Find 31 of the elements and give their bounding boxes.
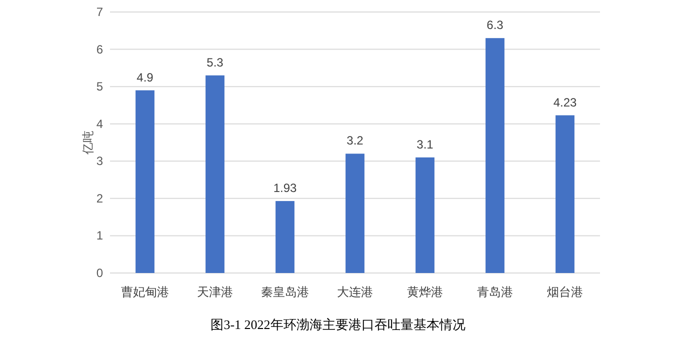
bar bbox=[206, 75, 224, 273]
bar bbox=[276, 201, 294, 273]
bar bbox=[486, 38, 504, 273]
x-tick-label: 曹妃甸港 bbox=[121, 285, 169, 299]
data-label: 1.93 bbox=[273, 181, 297, 196]
y-tick-label: 4 bbox=[96, 116, 104, 131]
y-tick-label: 7 bbox=[96, 5, 104, 19]
y-tick-label: 3 bbox=[96, 154, 104, 168]
y-tick-label: 1 bbox=[96, 228, 104, 243]
data-label: 4.9 bbox=[136, 70, 154, 84]
y-tick-label: 6 bbox=[96, 42, 104, 56]
y-tick-label: 2 bbox=[96, 191, 104, 206]
bar bbox=[346, 154, 364, 273]
data-label: 4.23 bbox=[553, 95, 577, 110]
y-tick-label: 0 bbox=[96, 266, 104, 280]
bar bbox=[136, 90, 154, 273]
data-label: 3.1 bbox=[416, 137, 434, 152]
bar bbox=[556, 115, 574, 273]
bar bbox=[416, 157, 434, 273]
data-label: 6.3 bbox=[486, 18, 504, 32]
x-tick-label: 天津港 bbox=[197, 285, 233, 299]
data-label: 3.2 bbox=[346, 134, 364, 148]
y-axis-title: 亿吨 bbox=[81, 130, 95, 156]
data-label: 5.3 bbox=[206, 55, 224, 70]
x-tick-label: 烟台港 bbox=[547, 285, 583, 299]
x-tick-label: 黄烨港 bbox=[407, 285, 443, 299]
x-tick-label: 大连港 bbox=[337, 285, 373, 299]
text: 图3-1 2022年环渤海主要港口吞吐量基本情况 bbox=[210, 317, 466, 332]
y-tick-label: 5 bbox=[96, 80, 104, 94]
x-tick-label: 秦皇岛港 bbox=[261, 285, 309, 299]
x-tick-label: 青岛港 bbox=[477, 285, 513, 299]
